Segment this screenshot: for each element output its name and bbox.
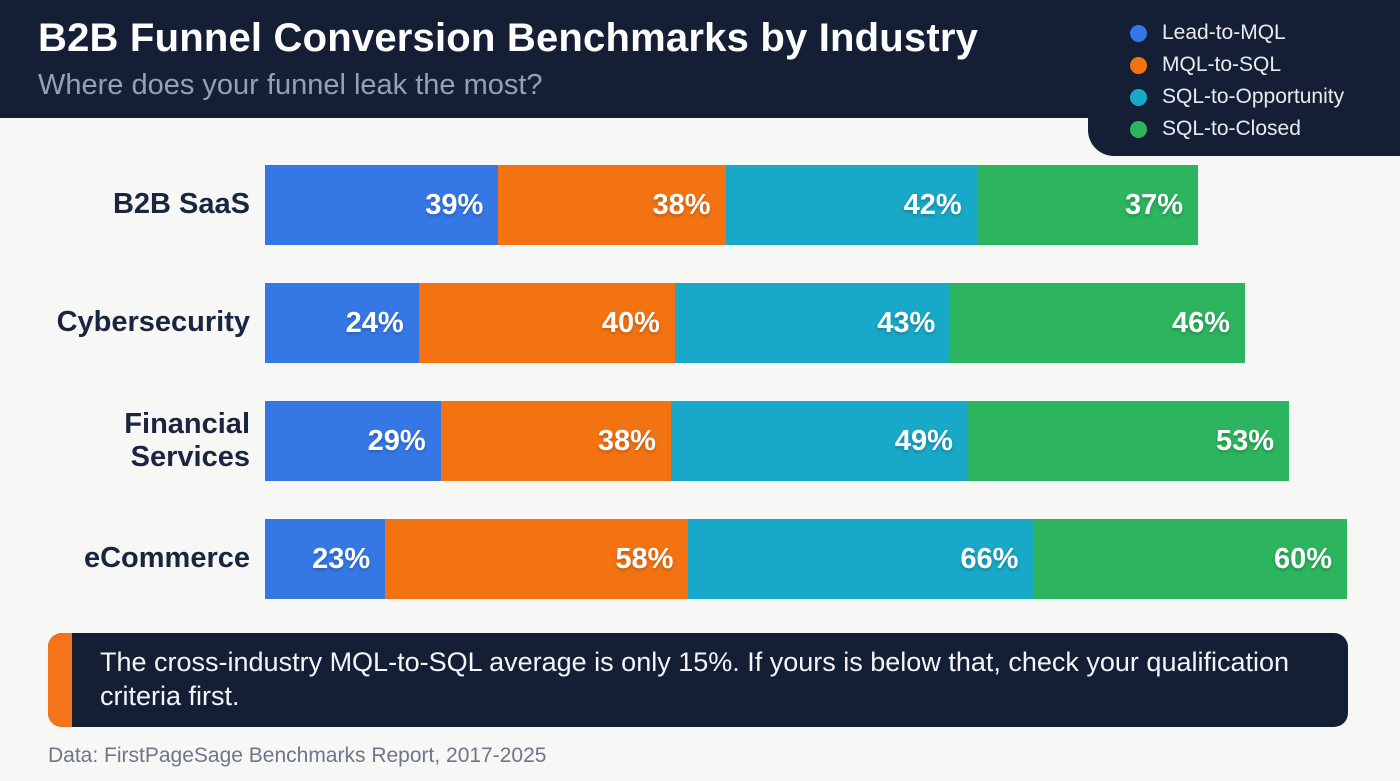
bar-segment-sql-to-opportunity: 42% (725, 165, 977, 245)
legend-item: MQL-to-SQL (1130, 49, 1390, 81)
segment-value-label: 42% (903, 188, 962, 221)
legend-item-label: SQL-to-Closed (1162, 117, 1301, 140)
segment-value-label: 29% (367, 424, 426, 457)
page-title: B2B Funnel Conversion Benchmarks by Indu… (38, 16, 979, 60)
bar-segment-lead-to-mql: 39% (265, 165, 499, 245)
segment-value-label: 37% (1124, 188, 1183, 221)
legend-item: Lead-to-MQL (1130, 17, 1390, 49)
bar-segment-sql-to-closed: 60% (1033, 519, 1347, 599)
segment-value-label: 58% (615, 542, 674, 575)
stacked-bar: 23% 58% 66% 60% (265, 519, 1347, 599)
legend-item-label: MQL-to-SQL (1162, 53, 1282, 76)
bar-segment-sql-to-closed: 53% (967, 401, 1290, 481)
chart-row: Cybersecurity 24% 40% 43% 46% (0, 283, 1400, 363)
row-label: eCommerce (83, 542, 250, 575)
bar-segment-sql-to-closed: 46% (950, 283, 1245, 363)
legend-item-label: Lead-to-MQL (1162, 21, 1286, 44)
page-subtitle: Where does your funnel leak the most? (38, 69, 543, 101)
bar-segment-mql-to-sql: 38% (498, 165, 726, 245)
segment-value-label: 46% (1171, 306, 1230, 339)
bar-segment-lead-to-mql: 24% (265, 283, 419, 363)
stacked-bar-chart: B2B SaaS 39% 38% 42% 37% Cybersecurity 24% 40% 4… (0, 165, 1400, 637)
segment-value-label: 60% (1273, 542, 1332, 575)
chart-row: Financial Services 29% 38% 49% 53% (0, 401, 1400, 481)
row-label: Cybersecurity (56, 306, 250, 339)
legend-item: SQL-to-Opportunity (1130, 81, 1390, 113)
legend-swatch-icon (1130, 56, 1147, 74)
bar-segment-sql-to-closed: 37% (976, 165, 1198, 245)
callout-accent-bar (48, 633, 72, 727)
bar-segment-lead-to-mql: 29% (265, 401, 441, 481)
segment-value-label: 38% (597, 424, 656, 457)
stacked-bar: 24% 40% 43% 46% (265, 283, 1245, 363)
legend-swatch-icon (1130, 120, 1147, 138)
chart-row: B2B SaaS 39% 38% 42% 37% (0, 165, 1400, 245)
stacked-bar: 39% 38% 42% 37% (265, 165, 1198, 245)
bar-segment-mql-to-sql: 38% (440, 401, 671, 481)
row-label: Financial Services (124, 407, 250, 473)
segment-value-label: 23% (312, 542, 371, 575)
bar-segment-mql-to-sql: 40% (418, 283, 675, 363)
legend-item-label: SQL-to-Opportunity (1162, 85, 1345, 108)
bar-segment-sql-to-opportunity: 49% (670, 401, 968, 481)
segment-value-label: 66% (960, 542, 1019, 575)
stacked-bar: 29% 38% 49% 53% (265, 401, 1290, 481)
segment-value-label: 24% (345, 306, 404, 339)
segment-value-label: 40% (601, 306, 660, 339)
legend-item: SQL-to-Closed (1130, 113, 1390, 145)
legend-swatch-icon (1130, 88, 1147, 106)
segment-value-label: 53% (1215, 424, 1275, 457)
data-source-note: Data: FirstPageSage Benchmarks Report, 2… (48, 744, 547, 767)
legend-swatch-icon (1130, 24, 1147, 42)
insight-callout: The cross-industry MQL-to-SQL average is… (48, 633, 1348, 727)
segment-value-label: 49% (894, 424, 953, 457)
bar-segment-lead-to-mql: 23% (265, 519, 386, 599)
bar-segment-sql-to-opportunity: 43% (674, 283, 951, 363)
legend: Lead-to-MQL MQL-to-SQL SQL-to-Opportunity S… (1088, 0, 1400, 156)
bar-segment-sql-to-opportunity: 66% (688, 519, 1034, 599)
segment-value-label: 38% (652, 188, 711, 221)
segment-value-label: 43% (877, 306, 936, 339)
callout-text: The cross-industry MQL-to-SQL average is… (100, 647, 1290, 711)
bar-segment-mql-to-sql: 58% (385, 519, 689, 599)
segment-value-label: 39% (425, 188, 484, 221)
row-label: B2B SaaS (112, 188, 250, 221)
chart-row: eCommerce 23% 58% 66% 60% (0, 519, 1400, 599)
